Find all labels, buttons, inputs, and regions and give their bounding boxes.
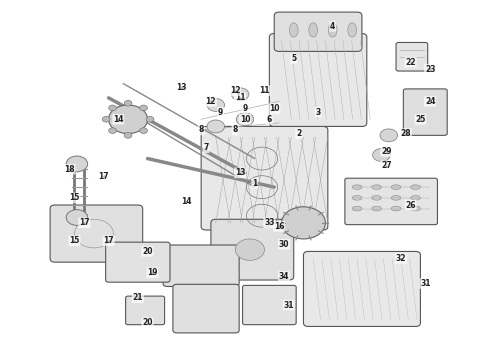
- Circle shape: [109, 105, 147, 134]
- FancyBboxPatch shape: [403, 89, 447, 135]
- FancyBboxPatch shape: [211, 219, 294, 280]
- Text: 18: 18: [64, 165, 75, 174]
- Ellipse shape: [372, 195, 381, 200]
- Text: 14: 14: [181, 197, 192, 206]
- Text: 15: 15: [69, 236, 80, 245]
- FancyBboxPatch shape: [243, 285, 296, 325]
- FancyBboxPatch shape: [396, 42, 428, 71]
- Text: 14: 14: [113, 115, 123, 124]
- Circle shape: [66, 156, 88, 172]
- Text: 20: 20: [142, 318, 153, 327]
- Text: 10: 10: [240, 115, 250, 124]
- Circle shape: [124, 132, 132, 138]
- Text: 11: 11: [235, 93, 245, 102]
- Text: 17: 17: [98, 172, 109, 181]
- Text: 16: 16: [274, 222, 284, 231]
- Text: 9: 9: [243, 104, 247, 113]
- Ellipse shape: [411, 206, 420, 211]
- FancyBboxPatch shape: [125, 296, 165, 325]
- Text: 25: 25: [415, 115, 426, 124]
- Text: 8: 8: [198, 126, 204, 135]
- Text: 5: 5: [291, 54, 296, 63]
- Text: 13: 13: [235, 168, 245, 177]
- Text: 20: 20: [142, 247, 153, 256]
- Text: 29: 29: [381, 147, 392, 156]
- FancyBboxPatch shape: [201, 126, 328, 230]
- Ellipse shape: [309, 23, 318, 37]
- Circle shape: [146, 116, 154, 122]
- Circle shape: [373, 149, 390, 161]
- Circle shape: [66, 210, 88, 225]
- Text: 10: 10: [269, 104, 279, 113]
- Ellipse shape: [352, 206, 362, 211]
- Circle shape: [236, 113, 254, 126]
- Circle shape: [380, 129, 397, 142]
- Text: 27: 27: [381, 161, 392, 170]
- Circle shape: [140, 105, 147, 111]
- Text: 32: 32: [395, 254, 406, 263]
- Ellipse shape: [391, 206, 401, 211]
- Text: 1: 1: [252, 179, 257, 188]
- Text: 31: 31: [420, 279, 431, 288]
- Ellipse shape: [289, 23, 298, 37]
- Text: 13: 13: [176, 83, 187, 92]
- Text: 33: 33: [264, 219, 274, 228]
- Text: 34: 34: [279, 272, 289, 281]
- Text: 30: 30: [279, 240, 289, 249]
- Text: 4: 4: [330, 22, 335, 31]
- FancyBboxPatch shape: [173, 284, 239, 333]
- Ellipse shape: [391, 195, 401, 200]
- Circle shape: [235, 239, 265, 260]
- Text: 17: 17: [103, 236, 114, 245]
- FancyBboxPatch shape: [106, 242, 170, 282]
- Text: 15: 15: [69, 193, 80, 202]
- Ellipse shape: [352, 185, 362, 189]
- FancyBboxPatch shape: [345, 178, 438, 225]
- Ellipse shape: [411, 185, 420, 189]
- FancyBboxPatch shape: [163, 245, 239, 287]
- FancyBboxPatch shape: [274, 12, 362, 51]
- Text: 26: 26: [405, 201, 416, 210]
- Circle shape: [109, 128, 117, 134]
- Circle shape: [207, 99, 224, 111]
- Text: 31: 31: [284, 301, 294, 310]
- Text: 23: 23: [425, 65, 436, 74]
- Circle shape: [124, 100, 132, 106]
- Text: 21: 21: [133, 293, 143, 302]
- Ellipse shape: [411, 195, 420, 200]
- Text: 12: 12: [230, 86, 241, 95]
- Text: 28: 28: [400, 129, 411, 138]
- Text: 22: 22: [405, 58, 416, 67]
- Ellipse shape: [328, 23, 337, 37]
- Ellipse shape: [391, 185, 401, 189]
- Circle shape: [102, 116, 110, 122]
- Text: 3: 3: [316, 108, 321, 117]
- Ellipse shape: [372, 206, 381, 211]
- Circle shape: [207, 120, 224, 133]
- FancyBboxPatch shape: [270, 33, 367, 126]
- Text: 19: 19: [147, 268, 158, 277]
- Circle shape: [109, 105, 117, 111]
- Text: 7: 7: [203, 143, 209, 152]
- FancyBboxPatch shape: [303, 251, 420, 327]
- Ellipse shape: [372, 185, 381, 189]
- Text: 6: 6: [267, 115, 272, 124]
- Circle shape: [282, 207, 325, 239]
- FancyBboxPatch shape: [50, 205, 143, 262]
- Ellipse shape: [352, 195, 362, 200]
- Text: 2: 2: [296, 129, 301, 138]
- Text: 17: 17: [79, 219, 90, 228]
- Text: 8: 8: [233, 126, 238, 135]
- Ellipse shape: [348, 23, 357, 37]
- Circle shape: [231, 88, 249, 101]
- Text: 9: 9: [218, 108, 223, 117]
- Circle shape: [140, 128, 147, 134]
- Text: 12: 12: [206, 97, 216, 106]
- Text: 24: 24: [425, 97, 436, 106]
- Text: 11: 11: [259, 86, 270, 95]
